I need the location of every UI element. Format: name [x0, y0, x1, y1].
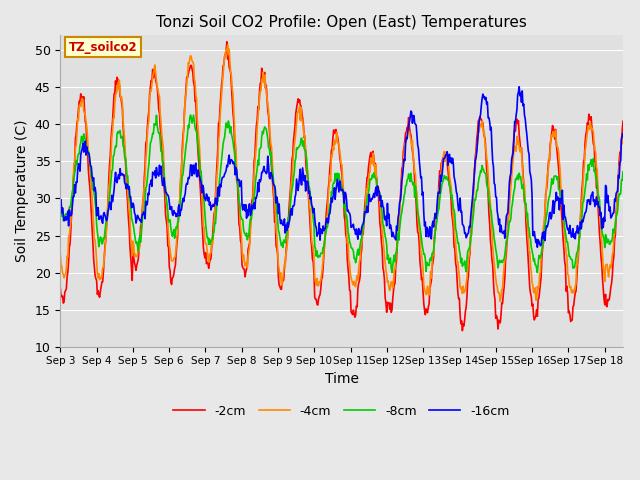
- -4cm: [224, 42, 232, 48]
- Title: Tonzi Soil CO2 Profile: Open (East) Temperatures: Tonzi Soil CO2 Profile: Open (East) Temp…: [156, 15, 527, 30]
- -16cm: [296, 166, 304, 172]
- -16cm: [515, 84, 523, 90]
- Text: TZ_soilco2: TZ_soilco2: [68, 41, 138, 54]
- -4cm: [619, 135, 627, 141]
- -16cm: [59, 205, 67, 211]
- -16cm: [534, 244, 541, 250]
- Line: -16cm: -16cm: [60, 87, 623, 247]
- -2cm: [223, 39, 230, 45]
- -16cm: [135, 216, 143, 221]
- -2cm: [59, 293, 67, 299]
- -8cm: [297, 135, 305, 141]
- -8cm: [461, 258, 468, 264]
- -8cm: [187, 112, 195, 118]
- -4cm: [297, 104, 305, 110]
- -2cm: [619, 119, 627, 124]
- -4cm: [461, 288, 468, 294]
- -16cm: [474, 139, 481, 145]
- -2cm: [319, 275, 326, 280]
- -8cm: [56, 209, 64, 215]
- -2cm: [297, 103, 305, 109]
- -8cm: [534, 270, 541, 276]
- -2cm: [458, 328, 466, 334]
- Y-axis label: Soil Temperature (C): Soil Temperature (C): [15, 120, 29, 262]
- -4cm: [56, 252, 64, 257]
- -4cm: [497, 299, 504, 304]
- -4cm: [135, 249, 143, 254]
- X-axis label: Time: Time: [324, 372, 358, 386]
- Line: -4cm: -4cm: [60, 45, 623, 301]
- -8cm: [135, 237, 143, 243]
- Legend: -2cm, -4cm, -8cm, -16cm: -2cm, -4cm, -8cm, -16cm: [168, 400, 515, 423]
- -16cm: [460, 224, 468, 229]
- -8cm: [474, 180, 482, 186]
- -8cm: [619, 169, 627, 175]
- -2cm: [56, 285, 64, 290]
- -2cm: [135, 248, 143, 254]
- -8cm: [319, 251, 326, 256]
- Line: -2cm: -2cm: [60, 42, 623, 331]
- Line: -8cm: -8cm: [60, 115, 623, 273]
- -4cm: [59, 270, 67, 276]
- -8cm: [59, 206, 67, 212]
- -4cm: [319, 265, 326, 271]
- -2cm: [476, 117, 483, 123]
- -4cm: [474, 130, 482, 135]
- -16cm: [56, 205, 64, 211]
- -2cm: [461, 308, 469, 314]
- -16cm: [619, 131, 627, 136]
- -16cm: [317, 228, 325, 234]
